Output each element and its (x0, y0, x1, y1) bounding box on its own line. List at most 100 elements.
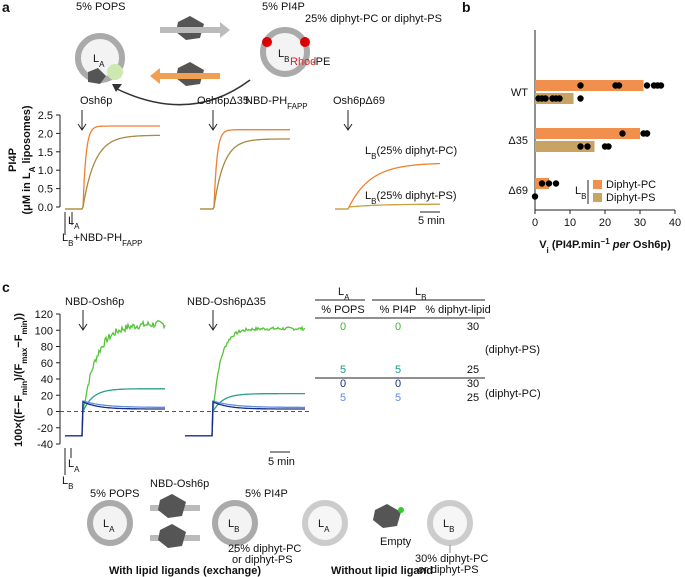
table-cell: 30 (467, 321, 479, 333)
label: NBD-PHFAPP (245, 95, 308, 111)
label: or diphyt-PS (232, 554, 293, 566)
text-part: A (74, 222, 80, 231)
y-tick-label: 0.0 (38, 202, 53, 214)
text-part: L (103, 518, 109, 530)
data-point (538, 180, 546, 187)
bar (535, 80, 644, 91)
trace (185, 325, 306, 437)
trace (185, 399, 305, 437)
text-part: i (547, 246, 549, 255)
table-cell: 0 (340, 321, 346, 333)
y-tick-label: 100 (35, 325, 53, 337)
scale-label: 5 min (268, 456, 295, 468)
panel-label: a (2, 0, 10, 15)
label: 25% diphyt-PC (228, 543, 301, 555)
category-label: Δ35 (508, 135, 528, 147)
text-part: L (365, 145, 371, 157)
column-header: % PI4P (380, 304, 417, 316)
label: NBD-Osh6p (150, 478, 209, 490)
y-tick-label: 0.5 (38, 184, 53, 196)
label: LB(25% diphyt-PC) (365, 145, 457, 161)
text-part: B (421, 293, 426, 302)
text-part: B (581, 192, 586, 201)
text-part: L (68, 215, 74, 227)
trace (185, 392, 305, 437)
text-part: L (93, 53, 99, 65)
y-tick-label: 1.0 (38, 165, 53, 177)
data-point (577, 143, 584, 150)
decor (75, 16, 473, 553)
caption: With lipid ligands (exchange) (109, 565, 261, 577)
y-label: PI4P (7, 148, 19, 172)
text-part: L (575, 185, 581, 197)
label: LA (68, 458, 80, 474)
text-part: A (99, 60, 105, 69)
label: LB+NBD-PHFAPP (62, 232, 143, 248)
table-cell: 5 (340, 392, 346, 404)
y-tick-label: 2.5 (38, 110, 53, 122)
label: LA (338, 286, 350, 302)
legend-label: Diphyt-PS (606, 192, 656, 204)
x-tick-label: 10 (564, 217, 576, 229)
arrow-head (343, 123, 353, 131)
y-tick-label: 1.5 (38, 147, 53, 159)
text-part: L (338, 286, 344, 298)
trace (65, 134, 160, 210)
arrow-head (208, 323, 218, 331)
text-part: NBD-PH (245, 95, 287, 107)
table-cell: 25 (467, 392, 479, 404)
text-part: B (68, 482, 73, 491)
bar (535, 141, 595, 152)
trace (65, 388, 165, 437)
text-part: L (62, 475, 68, 487)
trace (335, 203, 440, 210)
panel-title: Osh6p (80, 95, 112, 107)
y-tick-label: 120 (35, 309, 53, 321)
table-cell: 5 (395, 364, 401, 376)
label: Rhod (290, 56, 316, 68)
y-label: 100×((F−Fmin)/(Fmax−Fmin)) (13, 313, 29, 447)
text-part: −1 (601, 237, 611, 246)
label: LB (62, 475, 73, 491)
data-point (584, 143, 591, 150)
trace (65, 125, 160, 210)
data-point (542, 95, 549, 102)
y-tick-label: 60 (41, 358, 53, 370)
y-tick-label: -20 (37, 423, 53, 435)
text-part: A (344, 293, 350, 302)
label: LA (103, 518, 115, 534)
label: LA (93, 53, 105, 69)
legend-swatch (593, 180, 602, 189)
legend-title: LB (575, 185, 586, 201)
panel-title: NBD-Osh6p (65, 296, 124, 308)
label: 30% diphyt-PC (415, 553, 488, 565)
label: LB(25% diphyt-PS) (365, 190, 457, 206)
x-tick-label: 0 (532, 217, 538, 229)
group-label: (diphyt-PC) (485, 388, 541, 400)
label: LA (68, 215, 80, 231)
data-point (643, 130, 651, 137)
arrow-head (78, 323, 88, 331)
label: LB (278, 48, 289, 64)
table-cell: 5 (340, 364, 346, 376)
table-cell: 5 (395, 392, 401, 404)
group-label: (diphyt-PS) (485, 344, 540, 356)
y-tick-label: 0 (47, 407, 53, 419)
table-cell: 30 (467, 378, 479, 390)
panel-title: Osh6pΔ35 (197, 95, 249, 107)
column-header: % POPS (321, 304, 364, 316)
scale-label: 5 min (418, 215, 445, 227)
text-part: min (20, 381, 29, 395)
text-part: L (365, 190, 371, 202)
y-label: (μM in LA liposomes) (21, 105, 37, 214)
x-tick-label: 40 (669, 217, 681, 229)
data-point (657, 82, 665, 89)
text-part: (25% diphyt-PC) (376, 145, 457, 157)
legend-swatch (593, 193, 602, 202)
data-point (577, 95, 584, 102)
text-part: L (62, 232, 68, 244)
text-part: (μM in L (21, 172, 33, 214)
text-part: B (371, 197, 376, 206)
data-point (531, 193, 539, 200)
